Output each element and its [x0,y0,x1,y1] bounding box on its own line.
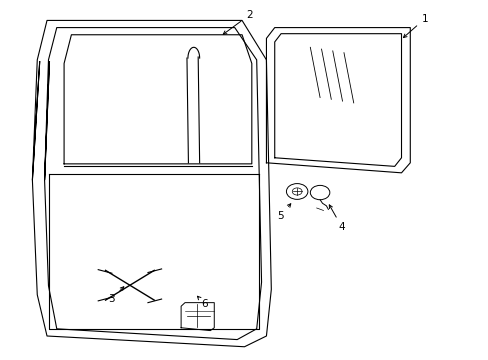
Text: 4: 4 [328,205,345,232]
Text: 6: 6 [197,296,207,309]
Text: 5: 5 [277,204,290,221]
Text: 2: 2 [223,10,252,34]
Text: 1: 1 [403,14,427,37]
Text: 3: 3 [108,287,123,304]
